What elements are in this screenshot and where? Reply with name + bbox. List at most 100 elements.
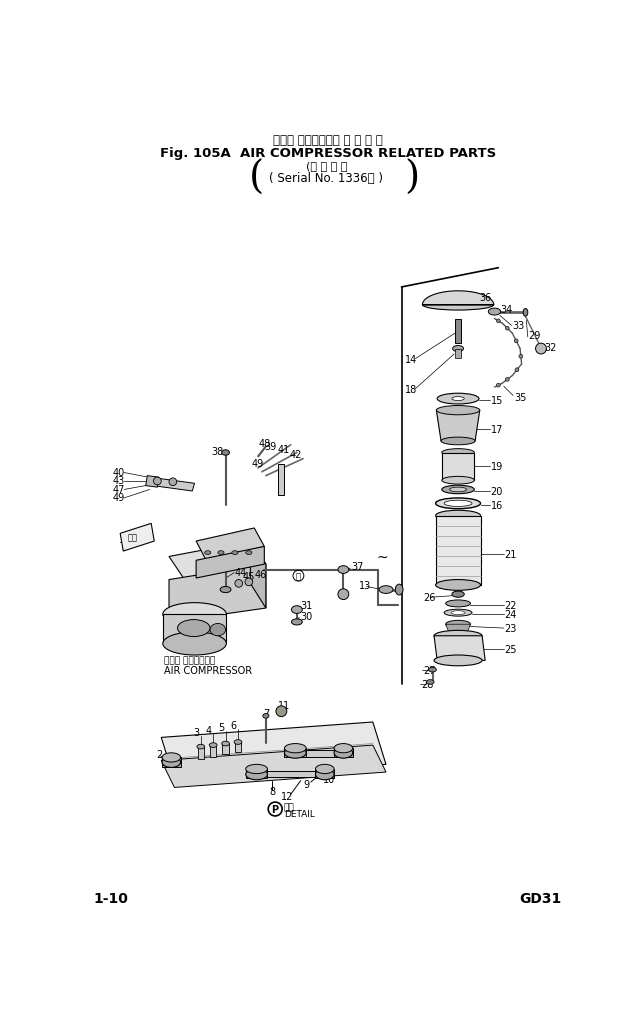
Ellipse shape <box>437 393 479 405</box>
Text: 26: 26 <box>423 593 436 602</box>
Ellipse shape <box>444 609 472 616</box>
Ellipse shape <box>163 603 226 626</box>
Ellipse shape <box>434 655 482 666</box>
Ellipse shape <box>162 757 181 767</box>
Ellipse shape <box>488 309 501 316</box>
Text: 49: 49 <box>252 459 264 468</box>
Text: 32: 32 <box>544 342 557 353</box>
Circle shape <box>505 327 509 331</box>
Text: 13: 13 <box>359 581 371 590</box>
Ellipse shape <box>246 769 268 780</box>
Ellipse shape <box>197 745 204 749</box>
Ellipse shape <box>218 551 224 555</box>
Text: 4: 4 <box>206 725 212 735</box>
Text: 29: 29 <box>528 331 541 341</box>
Circle shape <box>338 589 349 600</box>
Text: 16: 16 <box>491 500 503 511</box>
Polygon shape <box>146 476 159 488</box>
Text: 2: 2 <box>156 750 162 759</box>
Text: 33: 33 <box>512 320 525 330</box>
Bar <box>235 742 241 752</box>
Circle shape <box>245 579 252 586</box>
Circle shape <box>535 343 546 355</box>
Bar <box>246 769 268 779</box>
Text: 14: 14 <box>405 355 418 364</box>
Text: 21: 21 <box>505 549 517 559</box>
Polygon shape <box>169 565 266 623</box>
Text: 28: 28 <box>421 679 433 689</box>
Ellipse shape <box>162 753 181 762</box>
Text: 10: 10 <box>323 774 335 785</box>
Text: 34: 34 <box>500 305 512 315</box>
Ellipse shape <box>232 551 238 555</box>
Text: 36: 36 <box>480 292 492 303</box>
Ellipse shape <box>291 606 302 613</box>
Text: AIR COMPRESSOR: AIR COMPRESSOR <box>164 665 252 676</box>
Text: 30: 30 <box>301 611 313 622</box>
Text: 詳細: 詳細 <box>284 802 295 811</box>
Text: 6: 6 <box>230 720 236 731</box>
Bar <box>222 744 229 755</box>
Text: 35: 35 <box>514 392 527 403</box>
Text: 38: 38 <box>211 446 223 457</box>
Ellipse shape <box>436 511 481 522</box>
Ellipse shape <box>334 744 353 753</box>
Ellipse shape <box>445 600 470 607</box>
Text: 23: 23 <box>505 624 517 634</box>
Ellipse shape <box>452 591 465 598</box>
Text: 3: 3 <box>193 728 199 738</box>
Text: 31: 31 <box>301 600 313 610</box>
Ellipse shape <box>442 449 474 457</box>
Ellipse shape <box>334 748 353 758</box>
Ellipse shape <box>338 567 349 574</box>
Polygon shape <box>434 636 485 660</box>
Ellipse shape <box>316 769 334 780</box>
Text: 46: 46 <box>254 570 266 580</box>
Ellipse shape <box>429 667 436 673</box>
Bar <box>162 758 181 767</box>
Text: ): ) <box>404 159 419 197</box>
Text: 49: 49 <box>112 492 125 502</box>
Circle shape <box>276 706 287 717</box>
Ellipse shape <box>222 450 229 455</box>
Text: 43: 43 <box>112 476 125 486</box>
Text: 15: 15 <box>491 395 503 406</box>
Ellipse shape <box>204 551 211 555</box>
Ellipse shape <box>284 748 306 758</box>
Text: 12: 12 <box>281 791 293 801</box>
Circle shape <box>497 320 500 323</box>
Bar <box>306 750 341 757</box>
Bar <box>455 319 461 343</box>
Ellipse shape <box>434 631 482 642</box>
Text: 22: 22 <box>505 600 517 610</box>
Text: 9: 9 <box>303 779 309 789</box>
Ellipse shape <box>450 488 466 492</box>
Circle shape <box>515 369 519 372</box>
Circle shape <box>519 355 523 359</box>
Bar <box>210 745 216 757</box>
Ellipse shape <box>523 309 528 317</box>
Text: 17: 17 <box>491 425 503 435</box>
Ellipse shape <box>445 621 470 629</box>
Text: ⓔ: ⓔ <box>296 572 301 581</box>
Ellipse shape <box>436 498 481 510</box>
Text: 45: 45 <box>243 571 255 581</box>
Text: 1-10: 1-10 <box>94 891 128 905</box>
Text: 5: 5 <box>218 722 224 733</box>
Text: Fig. 105A  AIR COMPRESSOR RELATED PARTS: Fig. 105A AIR COMPRESSOR RELATED PARTS <box>160 147 496 160</box>
Bar <box>442 453 474 481</box>
Ellipse shape <box>396 585 403 595</box>
Bar <box>268 770 320 776</box>
Polygon shape <box>169 541 266 580</box>
Text: 25: 25 <box>505 644 517 654</box>
Ellipse shape <box>441 438 475 445</box>
Ellipse shape <box>284 744 306 753</box>
Circle shape <box>169 479 177 486</box>
Polygon shape <box>196 547 265 579</box>
Ellipse shape <box>451 611 465 615</box>
Text: 39: 39 <box>265 442 277 451</box>
Ellipse shape <box>452 346 463 353</box>
Text: 7: 7 <box>263 708 269 718</box>
Ellipse shape <box>316 764 334 773</box>
Circle shape <box>153 478 161 485</box>
